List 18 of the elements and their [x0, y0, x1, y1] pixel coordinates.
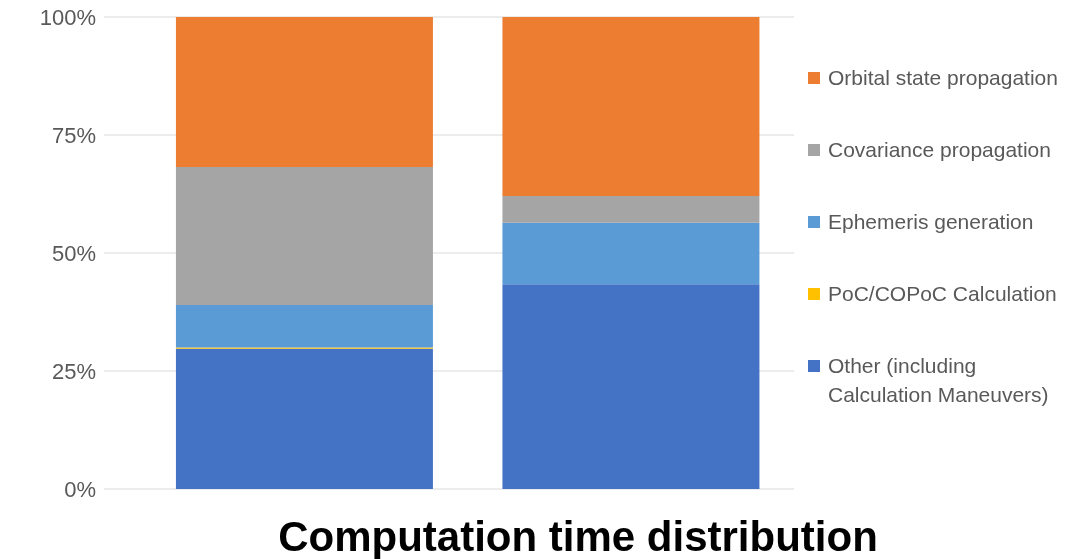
y-tick-label: 50% — [51, 240, 96, 266]
y-tick-label: 75% — [51, 122, 96, 148]
bar — [175, 304, 433, 348]
bar — [175, 17, 433, 168]
bar — [175, 167, 433, 305]
bar — [502, 17, 760, 196]
legend-label: Orbital state propagation — [828, 65, 1059, 91]
y-tick-label: 0% — [64, 476, 96, 502]
bar — [502, 195, 760, 223]
legend-label: Other (including Calculation Maneuvers) — [828, 353, 1050, 408]
legend-label: PoC/COPoC Calculation — [828, 281, 1058, 307]
bar — [175, 348, 433, 489]
legend-label: Covariance propagation — [828, 137, 1052, 163]
bar — [502, 284, 760, 489]
bar — [502, 222, 760, 285]
y-tick-label: 100% — [39, 4, 96, 30]
legend-label: Ephemeris generation — [828, 209, 1035, 235]
y-tick-label: 25% — [51, 358, 96, 384]
